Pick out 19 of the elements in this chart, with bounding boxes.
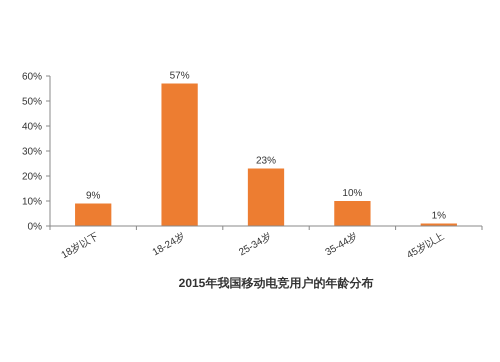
y-tick-label: 20% bbox=[22, 172, 42, 182]
x-tick-label: 18岁以下 bbox=[59, 230, 101, 262]
y-tick-label: 50% bbox=[22, 96, 42, 108]
y-tick-label: 30% bbox=[22, 146, 42, 158]
bar bbox=[248, 168, 284, 226]
data-label: 10% bbox=[342, 188, 363, 199]
data-label: 23% bbox=[256, 156, 276, 166]
x-tick-label: 45岁以上 bbox=[404, 230, 446, 262]
y-tick-label: 10% bbox=[22, 196, 42, 208]
text: 2015年我国移动电竞用户的年龄分布 bbox=[178, 276, 374, 290]
bar bbox=[75, 204, 112, 226]
data-label: 57% bbox=[170, 70, 190, 82]
y-tick-label: 40% bbox=[22, 122, 42, 132]
y-tick-label: 60% bbox=[22, 72, 42, 82]
data-label: 1% bbox=[432, 210, 446, 222]
bar bbox=[161, 84, 198, 226]
y-tick-label: 0% bbox=[28, 222, 42, 232]
data-label: 9% bbox=[86, 190, 101, 202]
bar bbox=[334, 201, 371, 226]
